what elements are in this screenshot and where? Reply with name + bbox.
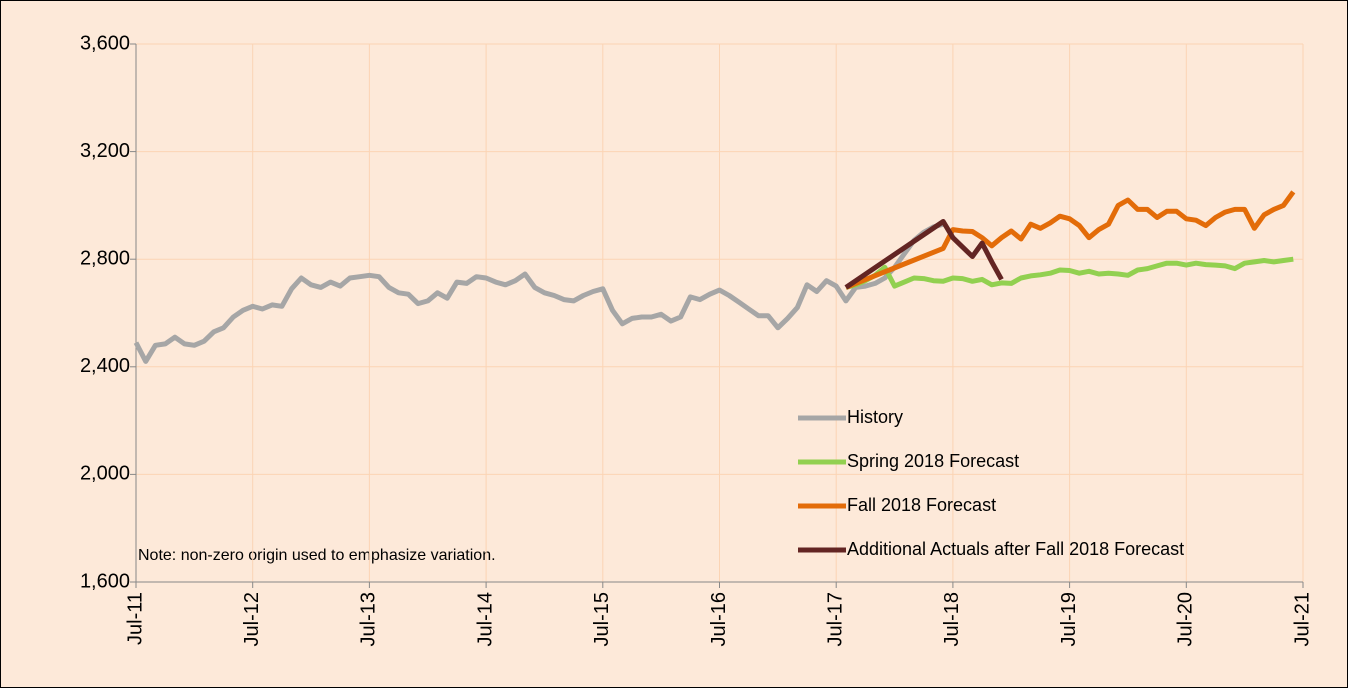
- note: Note: non-zero origin used to emphasize …: [138, 547, 496, 564]
- legend-label: Fall 2018 Forecast: [847, 495, 996, 515]
- x-tick-label: Jul-15: [591, 592, 613, 646]
- legend-label: Additional Actuals after Fall 2018 Forec…: [847, 539, 1184, 559]
- y-tick-label: 2,400: [80, 355, 130, 377]
- y-tick-label: 3,600: [80, 32, 130, 54]
- x-tick-label: Jul-13: [358, 592, 380, 646]
- line: [844, 190, 1296, 290]
- line: [845, 256, 1294, 290]
- x-tick-label: Jul-14: [474, 592, 496, 646]
- y-tick-label: 1,600: [80, 570, 130, 592]
- legend-label: History: [847, 407, 903, 427]
- x-tick-label: Jul-20: [1175, 592, 1197, 646]
- x-tick-label: Jul-21: [1291, 592, 1313, 646]
- x-tick-label: Jul-18: [941, 592, 963, 646]
- x-tick-label: Jul-11: [124, 592, 146, 645]
- x-tick-label: Jul-12: [241, 592, 263, 646]
- legend-label: Spring 2018 Forecast: [847, 451, 1019, 471]
- y-tick-label: 2,000: [80, 463, 130, 485]
- y-tick-label: 3,200: [80, 140, 130, 162]
- line: [844, 219, 1004, 290]
- x-tick-label: Jul-17: [824, 592, 846, 646]
- x-tick-label: Jul-19: [1058, 592, 1080, 646]
- line: [133, 221, 944, 364]
- y-tick-label: 2,800: [80, 247, 130, 269]
- x-tick-label: Jul-16: [708, 592, 730, 646]
